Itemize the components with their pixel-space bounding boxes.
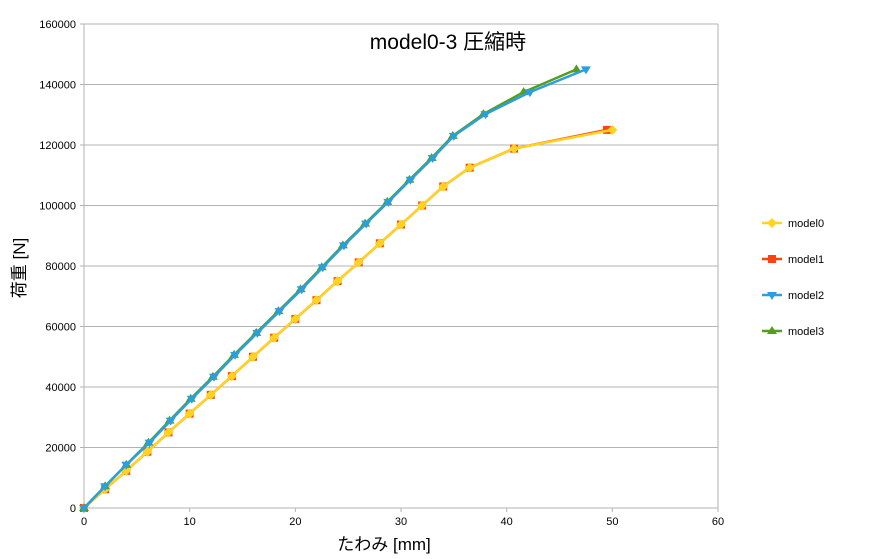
legend-label: model2 [788,290,824,302]
data-point [464,162,475,173]
legend-marker [768,255,776,263]
data-point [353,257,364,268]
x-tick-label: 60 [712,516,724,528]
legend-item-model2: model2 [762,290,824,302]
axes: 0 20000 40000 60000 80000 100000 120000 140000 1… [39,19,724,528]
data-point [448,132,459,141]
series-layer [79,64,618,513]
series-model1 [80,125,612,512]
x-tick-label: 10 [184,516,196,528]
data-point [100,483,111,492]
data-point [208,373,219,382]
data-point [580,66,591,75]
x-tick-label: 50 [606,516,618,528]
legend-marker [767,292,777,300]
data-point [163,427,174,438]
legend-item-model3: model3 [762,326,824,338]
chart-title: model0-3 圧縮時 [370,31,526,54]
legend-label: model1 [788,254,824,266]
data-point [296,286,307,295]
data-point [524,89,535,98]
data-point [571,64,582,73]
data-point [269,332,280,343]
data-point [290,313,301,324]
y-tick-label: 120000 [39,140,76,152]
legend-item-model1: model1 [762,254,824,266]
series-line [83,128,613,509]
data-point [338,242,349,251]
data-point [383,198,394,207]
y-tick-label: 80000 [45,261,76,273]
data-point [480,111,491,120]
data-point [184,408,195,419]
data-point [248,351,259,362]
data-point [226,371,237,382]
data-point [79,505,89,513]
y-tick-label: 0 [70,503,76,515]
data-point [332,276,343,287]
y-tick-label: 160000 [39,19,76,31]
data-point [121,461,132,470]
data-point [417,200,428,211]
data-point [374,238,385,249]
data-point [274,308,285,317]
x-tick-label: 40 [501,516,513,528]
x-tick-label: 0 [81,516,87,528]
series-line [83,128,608,509]
series-model2 [79,66,591,513]
data-point [361,220,372,229]
legend-marker [767,326,777,334]
data-point [427,155,438,164]
legend: model0 model1 model2 model3 [762,218,824,338]
data-point [144,439,155,448]
data-point [438,181,449,192]
data-point [165,417,176,426]
data-point [607,124,618,135]
data-point [186,395,197,404]
y-axis-title: 荷重 [N] [10,238,29,298]
y-tick-label: 40000 [45,382,76,394]
data-point [252,329,263,338]
grid [84,23,718,509]
data-point [205,389,216,400]
y-tick-label: 140000 [39,80,76,92]
data-point [311,295,322,306]
data-point [230,351,241,360]
legend-label: model3 [788,326,824,338]
data-point [317,264,328,273]
y-tick-label: 100000 [39,201,76,213]
data-point [509,143,520,154]
legend-label: model0 [788,218,824,230]
x-tick-label: 20 [289,516,301,528]
x-tick-label: 30 [395,516,407,528]
y-tick-label: 20000 [45,443,76,455]
series-model0 [79,124,618,513]
x-axis-title: たわみ [mm] [337,535,431,554]
y-tick-label: 60000 [45,322,76,334]
data-point [396,219,406,230]
data-point [142,446,153,457]
legend-marker [767,218,777,228]
legend-item-model0: model0 [762,218,824,230]
data-point [405,176,416,185]
